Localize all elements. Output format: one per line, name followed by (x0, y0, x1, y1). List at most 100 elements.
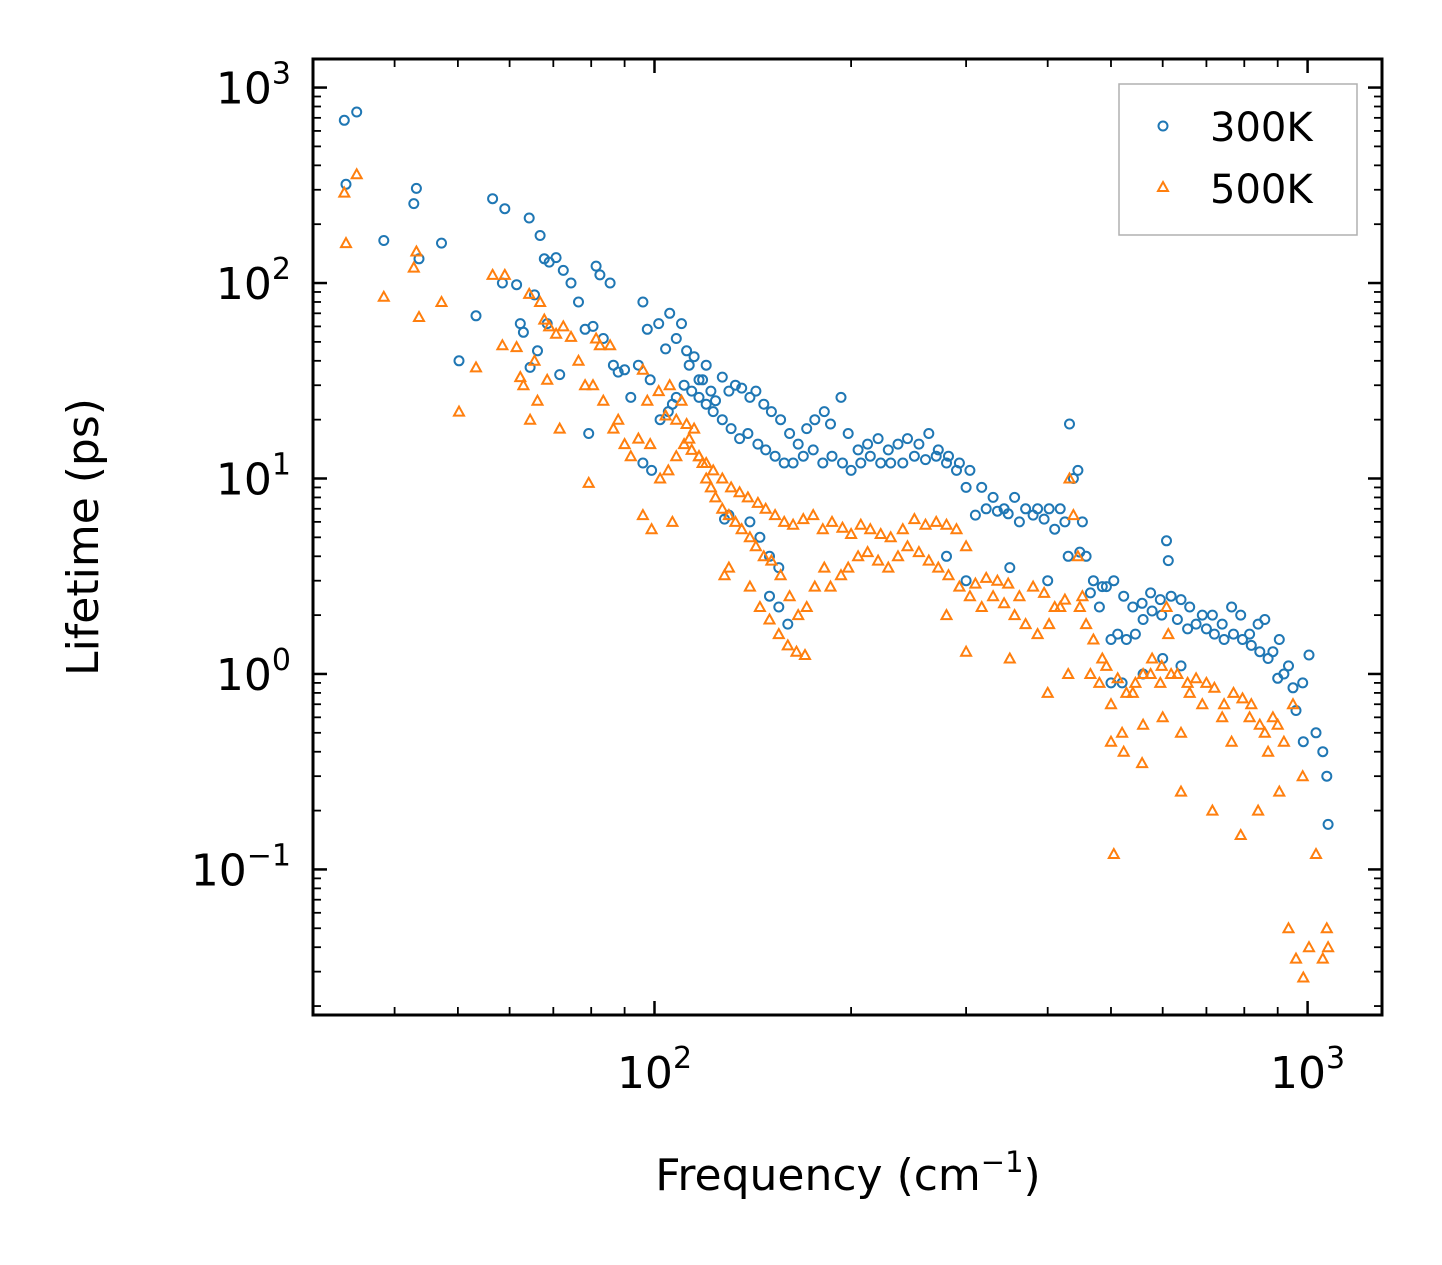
point-300K-12 (499, 203, 511, 215)
point-300K-117 (1244, 628, 1256, 640)
point-500K-97 (1071, 549, 1085, 562)
point-500K-157 (1058, 592, 1072, 605)
point-300K-107 (1154, 594, 1166, 606)
point-500K-25 (553, 421, 567, 434)
point-300K-42 (641, 323, 653, 335)
point-500K-13 (509, 340, 524, 353)
point-300K-4 (408, 198, 420, 210)
point-500K-181 (806, 508, 820, 521)
point-500K-198 (661, 463, 675, 476)
point-300K-74 (842, 428, 854, 439)
point-300K-130 (1297, 677, 1309, 689)
tick-labels: 102 103 10−1 100 101 102 103 (191, 57, 1345, 1099)
legend-label-300K: 300K (1210, 105, 1314, 151)
point-500K-6 (412, 309, 426, 322)
point-300K-182 (797, 450, 809, 462)
point-300K-152 (1105, 634, 1117, 645)
point-300K-119 (1259, 614, 1271, 625)
point-500K-142 (1189, 671, 1203, 684)
point-300K-80 (902, 433, 913, 445)
point-300K-98 (1076, 516, 1088, 528)
point-300K-215 (1062, 550, 1074, 562)
point-300K-63 (750, 385, 762, 397)
point-500K-27 (564, 329, 578, 342)
point-300K-133 (1272, 672, 1284, 684)
point-500K-86 (963, 589, 977, 602)
point-500K-101 (1095, 651, 1109, 664)
point-500K-68 (791, 608, 805, 621)
point-300K-178 (837, 457, 848, 469)
point-300K-168 (941, 457, 952, 469)
point-500K-65 (764, 553, 779, 566)
point-300K-138 (1228, 628, 1239, 640)
point-500K-132 (1277, 734, 1291, 747)
point-300K-153 (1100, 581, 1112, 593)
point-500K-175 (863, 522, 877, 535)
point-500K-88 (986, 589, 1000, 602)
point-300K-158 (1049, 523, 1061, 535)
point-300K-50 (681, 345, 693, 357)
point-500K-114 (1215, 710, 1229, 723)
point-300K-194 (693, 391, 705, 403)
series-300K (338, 106, 1334, 830)
point-500K-158 (1048, 599, 1062, 612)
point-500K-17 (523, 412, 537, 425)
point-300K-144 (1171, 614, 1183, 625)
point-300K-28 (573, 296, 584, 308)
point-300K-193 (700, 398, 712, 410)
point-500K-7 (434, 294, 449, 307)
point-500K-112 (1195, 697, 1209, 710)
point-300K-49 (676, 318, 687, 330)
point-500K-14 (513, 370, 527, 383)
point-300K-116 (1235, 609, 1247, 621)
point-300K-62 (744, 391, 756, 403)
point-500K-153 (1099, 658, 1114, 671)
point-300K-162 (1002, 508, 1014, 520)
point-500K-119 (1258, 725, 1272, 738)
point-300K-122 (1283, 660, 1294, 672)
point-500K-206 (781, 638, 795, 651)
point-300K-81 (913, 438, 925, 450)
point-500K-47 (665, 514, 680, 527)
point-300K-142 (1190, 618, 1202, 630)
point-500K-205 (772, 627, 786, 640)
point-300K-27 (565, 277, 577, 289)
point-500K-179 (825, 514, 839, 527)
point-500K-75 (851, 549, 865, 562)
point-300K-44 (653, 318, 665, 330)
point-300K-53 (693, 374, 705, 386)
point-300K-212 (960, 575, 972, 587)
point-300K-102 (1108, 575, 1120, 587)
point-300K-211 (941, 550, 952, 562)
point-500K-102 (1107, 846, 1121, 859)
point-500K-182 (796, 512, 810, 525)
point-300K-26 (557, 264, 569, 276)
point-500K-220 (1174, 725, 1188, 738)
point-500K-59 (722, 508, 736, 521)
point-500K-40 (631, 431, 646, 444)
point-500K-193 (699, 455, 713, 468)
point-500K-136 (1244, 697, 1258, 710)
point-300K-3 (378, 235, 390, 246)
point-500K-127 (1316, 951, 1330, 964)
point-500K-173 (884, 530, 898, 543)
point-300K-170 (920, 454, 931, 466)
point-300K-159 (1038, 513, 1050, 525)
point-300K-112 (1196, 609, 1208, 621)
point-300K-77 (872, 433, 884, 445)
point-300K-5 (410, 182, 422, 194)
point-300K-196 (678, 379, 690, 391)
y-tick-label: 103 (216, 57, 291, 115)
point-300K-160 (1027, 509, 1039, 521)
point-300K-105 (1136, 597, 1148, 609)
point-300K-58 (716, 371, 728, 383)
point-500K-212 (959, 644, 973, 657)
point-500K-115 (1224, 734, 1239, 747)
point-300K-103 (1118, 590, 1130, 602)
point-300K-200 (646, 464, 658, 476)
point-500K-8 (452, 404, 466, 417)
point-500K-57 (708, 490, 723, 503)
point-500K-135 (1253, 717, 1267, 730)
point-500K-100 (1086, 632, 1101, 645)
point-500K-108 (1159, 599, 1174, 612)
